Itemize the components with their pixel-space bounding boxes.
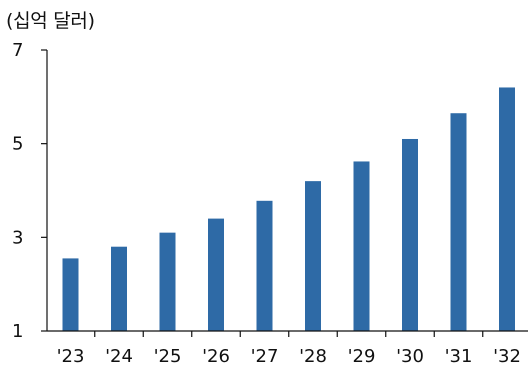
x-tick-label: '30	[396, 346, 424, 367]
y-tick-label: 3	[12, 227, 23, 248]
bar-1	[111, 246, 127, 331]
y-ticks-group: 1 3 5 7	[12, 40, 47, 342]
bar-6	[353, 161, 370, 331]
bar-3	[208, 218, 224, 331]
x-tick-label: '25	[154, 346, 182, 367]
bars-group	[62, 87, 515, 331]
x-tick-label: '29	[348, 346, 376, 367]
x-tick-label: '31	[445, 346, 473, 367]
bar-7	[402, 138, 418, 331]
y-tick-label: 1	[12, 321, 23, 342]
y-tick-label: 5	[12, 134, 23, 155]
x-tick-label: '32	[493, 346, 521, 367]
x-tick-label: '26	[202, 346, 230, 367]
bar-2	[159, 232, 176, 331]
bar-5	[305, 181, 321, 331]
x-tick-label: '28	[299, 346, 327, 367]
bar-4	[256, 200, 273, 331]
x-ticks-group: '23 '24 '25 '26 '27 '28 '29 '30 '31 '32	[57, 331, 521, 367]
unit-label: (십억 달러)	[6, 10, 95, 32]
bar-9	[499, 87, 515, 331]
x-tick-label: '23	[57, 346, 85, 367]
bar-8	[450, 113, 467, 331]
y-tick-label: 7	[12, 40, 23, 61]
x-tick-label: '27	[251, 346, 279, 367]
bar-0	[62, 258, 79, 331]
x-tick-label: '24	[105, 346, 133, 367]
axes-group	[46, 50, 528, 332]
